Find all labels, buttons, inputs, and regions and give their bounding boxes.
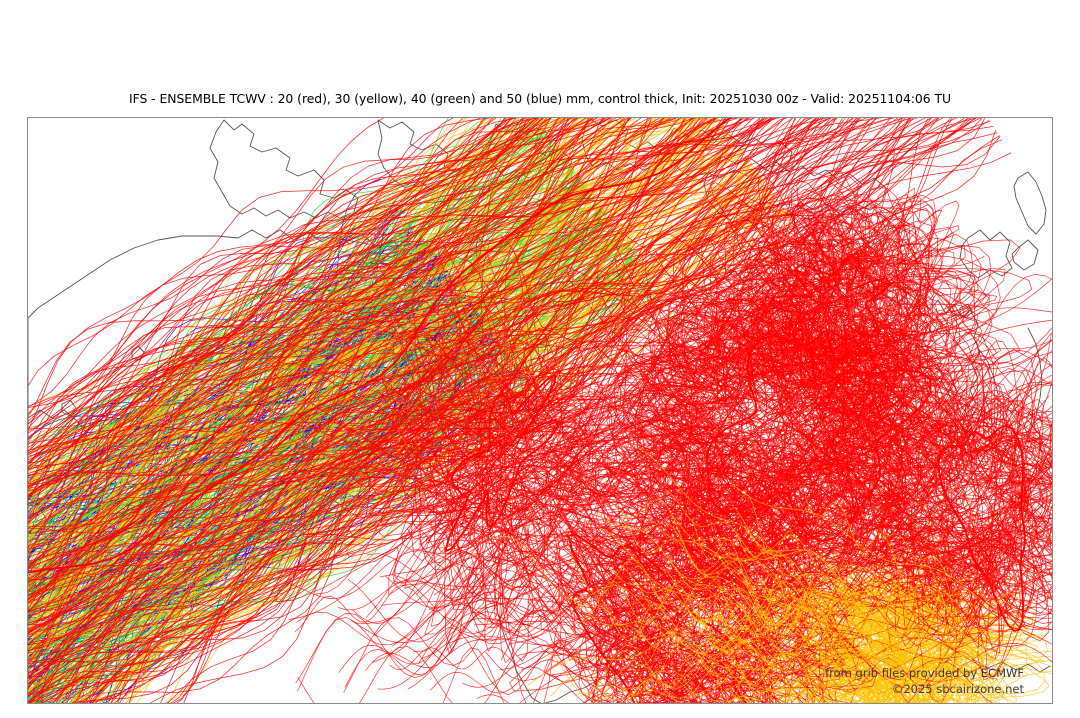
- spaghetti-contours: [28, 118, 1052, 703]
- ensemble-contour-layer: [28, 118, 1052, 703]
- map-panel[interactable]: from grib files provided by ECMWF ©2025 …: [27, 117, 1053, 704]
- page-title: IFS - ENSEMBLE TCWV : 20 (red), 30 (yell…: [129, 91, 951, 106]
